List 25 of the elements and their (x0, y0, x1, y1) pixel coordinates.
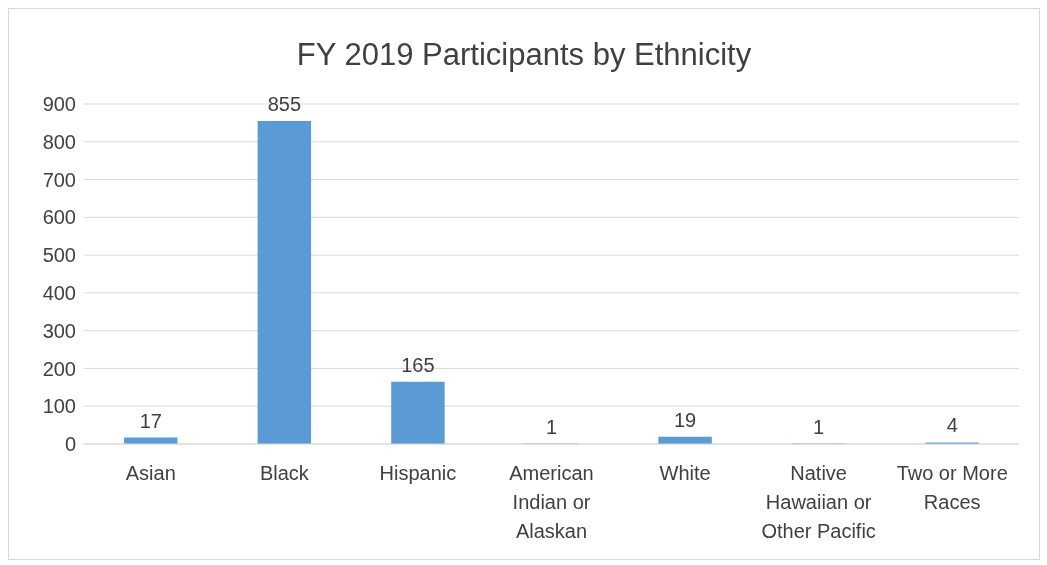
x-tick-label: American Indian or Alaskan (509, 462, 594, 542)
x-tick-label: White (659, 462, 711, 484)
y-tick-label: 500 (42, 244, 76, 267)
data-label: 19 (673, 408, 697, 431)
y-tick-label: 0 (64, 433, 76, 456)
x-tick-label: Hispanic (379, 462, 457, 484)
x-tick-label: Asian (125, 462, 176, 484)
data-label: 1 (813, 415, 825, 438)
data-label: 165 (401, 353, 435, 376)
y-tick-label: 200 (42, 357, 76, 380)
x-tick-label: Black (259, 462, 310, 484)
chart-title: FY 2019 Participants by Ethnicity (295, 37, 753, 73)
data-label: 855 (267, 93, 302, 115)
y-tick-label: 300 (42, 319, 76, 342)
y-tick-label: 700 (42, 168, 76, 191)
x-tick-label: Native Hawaiian or Other Pacific (761, 462, 876, 542)
y-tick-label: 400 (42, 281, 76, 304)
y-tick-label: 800 (42, 130, 76, 153)
y-tick-label: 600 (42, 206, 76, 229)
y-tick-label: 900 (42, 93, 76, 116)
data-label: 4 (946, 414, 958, 437)
x-tick-label: Two or More Races (896, 462, 1008, 513)
data-label: 17 (139, 409, 162, 432)
y-tick-label: 100 (42, 395, 76, 418)
data-label: 1 (545, 415, 558, 438)
